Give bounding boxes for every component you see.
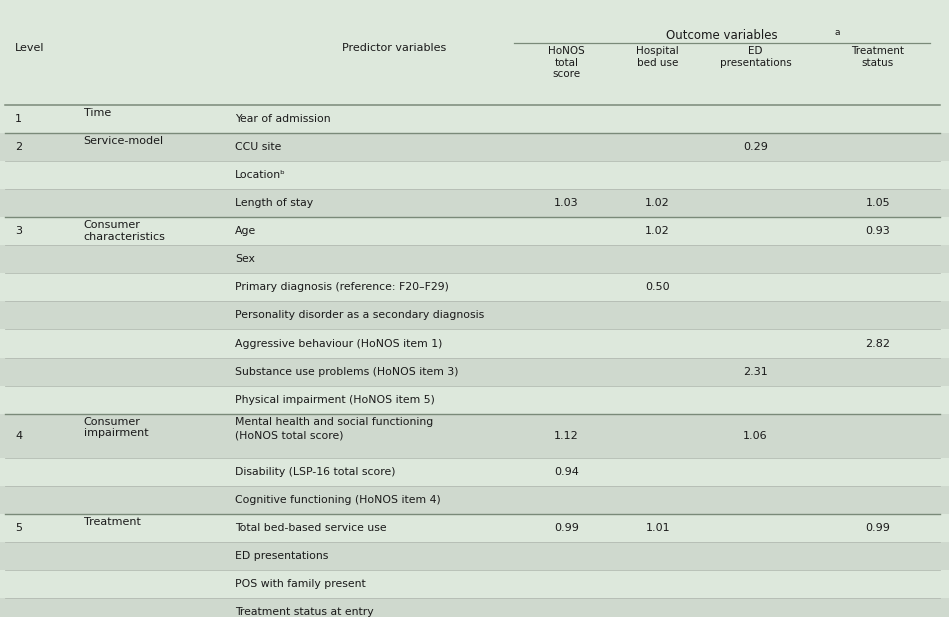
Text: a: a	[834, 28, 840, 37]
Bar	[0, 189, 949, 217]
Bar	[0, 22, 949, 105]
Bar	[0, 217, 949, 245]
Text: Mental health and social functioning
(HoNOS total score): Mental health and social functioning (Ho…	[235, 417, 434, 441]
Bar	[0, 302, 949, 329]
Bar	[0, 105, 949, 133]
Bar	[0, 161, 949, 189]
Text: 1: 1	[15, 114, 22, 124]
Bar	[0, 329, 949, 357]
Bar	[0, 245, 949, 273]
Text: 1.02: 1.02	[645, 198, 670, 208]
Text: 0.93: 0.93	[865, 226, 890, 236]
Text: Length of stay: Length of stay	[235, 198, 313, 208]
Text: Age: Age	[235, 226, 256, 236]
Text: Outcome variables: Outcome variables	[666, 29, 778, 42]
Text: Treatment
status: Treatment status	[851, 46, 904, 68]
Text: Cognitive functioning (HoNOS item 4): Cognitive functioning (HoNOS item 4)	[235, 495, 441, 505]
Text: POS with family present: POS with family present	[235, 579, 366, 589]
Text: 0.94: 0.94	[554, 467, 579, 477]
Text: 4: 4	[15, 431, 23, 441]
Bar	[0, 413, 949, 458]
Text: 1.02: 1.02	[645, 226, 670, 236]
Text: ED
presentations: ED presentations	[719, 46, 791, 68]
Text: Predictor variables: Predictor variables	[342, 43, 446, 53]
Text: Disability (LSP-16 total score): Disability (LSP-16 total score)	[235, 467, 396, 477]
Text: 1.12: 1.12	[554, 431, 579, 441]
Text: Consumer
impairment: Consumer impairment	[84, 416, 148, 439]
Bar	[0, 486, 949, 514]
Text: Total bed-based service use: Total bed-based service use	[235, 523, 387, 533]
Text: 3: 3	[15, 226, 22, 236]
Text: 2.82: 2.82	[865, 339, 890, 349]
Text: Treatment: Treatment	[84, 517, 140, 527]
Text: Level: Level	[15, 43, 45, 53]
Bar	[0, 570, 949, 598]
Text: 2: 2	[15, 142, 23, 152]
Text: Hospital
bed use: Hospital bed use	[636, 46, 679, 68]
Bar	[0, 386, 949, 413]
Text: 0.29: 0.29	[743, 142, 768, 152]
Text: 1.05: 1.05	[865, 198, 890, 208]
Bar	[0, 273, 949, 302]
Text: 0.99: 0.99	[865, 523, 890, 533]
Bar	[0, 133, 949, 161]
Text: ED presentations: ED presentations	[235, 551, 328, 561]
Text: Treatment status at entry: Treatment status at entry	[235, 607, 374, 617]
Bar	[0, 357, 949, 386]
Text: 1.03: 1.03	[554, 198, 579, 208]
Text: Year of admission: Year of admission	[235, 114, 331, 124]
Bar	[0, 458, 949, 486]
Text: Physical impairment (HoNOS item 5): Physical impairment (HoNOS item 5)	[235, 395, 436, 405]
Bar	[0, 542, 949, 570]
Text: 1.06: 1.06	[743, 431, 768, 441]
Text: Personality disorder as a secondary diagnosis: Personality disorder as a secondary diag…	[235, 310, 485, 320]
Text: Service-model: Service-model	[84, 136, 163, 146]
Text: Locationᵇ: Locationᵇ	[235, 170, 286, 180]
Text: CCU site: CCU site	[235, 142, 282, 152]
Bar	[0, 514, 949, 542]
Bar	[0, 598, 949, 617]
Text: Substance use problems (HoNOS item 3): Substance use problems (HoNOS item 3)	[235, 366, 459, 376]
Text: Time: Time	[84, 108, 111, 118]
Text: 0.99: 0.99	[554, 523, 579, 533]
Text: Primary diagnosis (reference: F20–F29): Primary diagnosis (reference: F20–F29)	[235, 283, 449, 292]
Text: 5: 5	[15, 523, 22, 533]
Text: 2.31: 2.31	[743, 366, 768, 376]
Text: 1.01: 1.01	[645, 523, 670, 533]
Text: Aggressive behaviour (HoNOS item 1): Aggressive behaviour (HoNOS item 1)	[235, 339, 443, 349]
Text: Sex: Sex	[235, 254, 255, 264]
Text: 0.50: 0.50	[645, 283, 670, 292]
Text: HoNOS
total
score: HoNOS total score	[549, 46, 585, 80]
Text: Consumer
characteristics: Consumer characteristics	[84, 220, 165, 242]
